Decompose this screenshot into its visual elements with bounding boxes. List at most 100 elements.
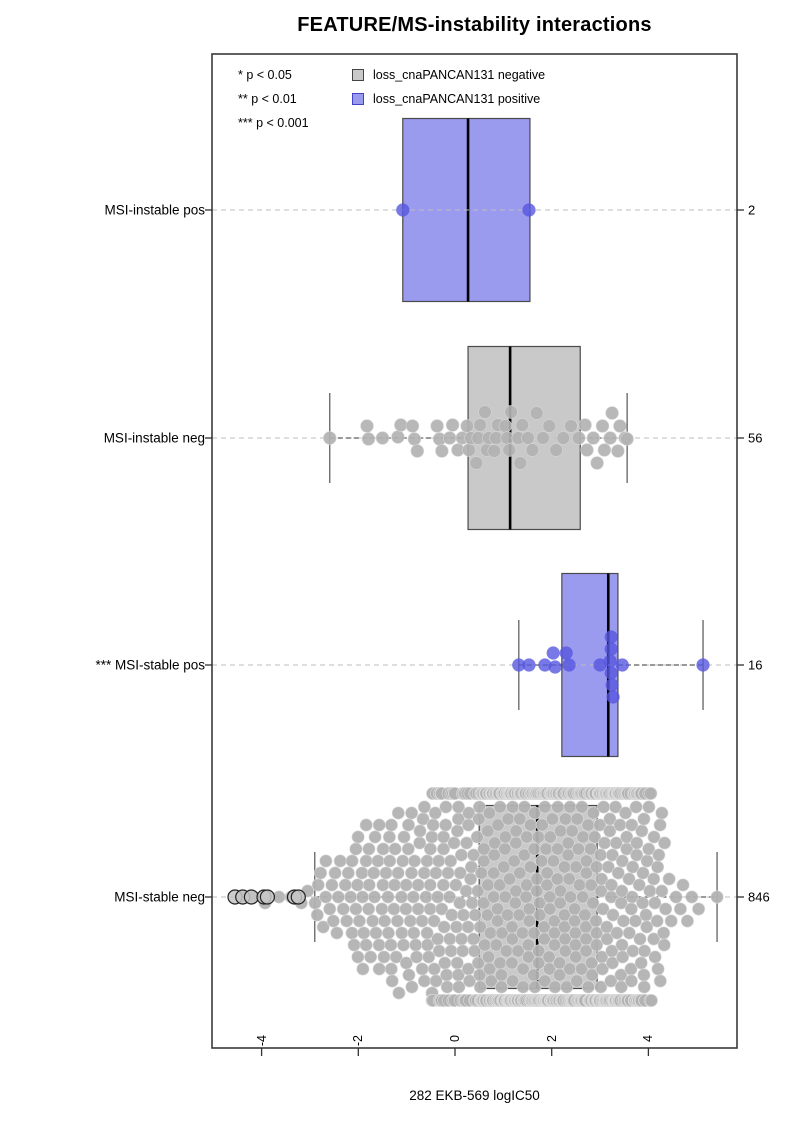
swarm-point [403,914,417,928]
swarm-point [685,890,699,904]
swarm-point [356,962,370,976]
swarm-point [371,854,385,868]
data-point [360,419,374,433]
swarm-point [331,890,345,904]
swarm-point [441,866,455,880]
swarm-point [615,938,629,952]
count-label: 56 [748,430,763,446]
swarm-point [507,854,521,868]
swarm-point [581,818,595,832]
swarm-point [575,962,589,976]
data-point [522,658,536,672]
swarm-point [473,920,487,934]
swarm-point [506,974,520,988]
data-point [590,456,604,470]
swarm-point [423,878,437,892]
swarm-point [404,866,418,880]
swarm-point [449,920,463,934]
data-point [564,419,578,433]
swarm-point [464,872,478,886]
swarm-point [347,938,361,952]
swarm-point [397,830,411,844]
swarm-point [538,800,552,814]
swarm-point [465,896,479,910]
swarm-point [653,974,667,988]
data-point [546,646,560,660]
swarm-point [383,854,397,868]
swarm-point [436,878,450,892]
swarm-point [561,836,575,850]
swarm-point [601,860,615,874]
data-point [487,444,501,458]
swarm-point [548,938,562,952]
swarm-point [505,932,519,946]
swarm-point [594,980,608,994]
swarm-point [396,854,410,868]
swarm-point [493,878,507,892]
swarm-point [535,854,549,868]
swarm-point [395,926,409,940]
swarm-point [415,914,429,928]
swarm-point [569,860,583,874]
row-label-msi-stable-neg: MSI-stable neg [114,889,205,905]
swarm-point [419,890,433,904]
swarm-point [417,866,431,880]
data-point [549,443,563,457]
swarm-point [357,926,371,940]
swarm-point [498,890,512,904]
swarm-point [604,974,618,988]
swarm-point [626,944,640,958]
swarm-point [575,800,589,814]
swarm-point [532,956,546,970]
swarm-point [562,872,576,886]
swarm-point [350,878,364,892]
swarm-point [609,836,623,850]
series-legend-item: loss_cnaPANCAN131 positive [352,87,545,111]
swarm-point [381,890,395,904]
swarm-point [440,968,454,982]
swarm-point [553,884,567,898]
swarm-point [629,800,643,814]
swarm-point [558,944,572,958]
swarm-point [506,800,520,814]
swarm-point [508,896,522,910]
swarm-point [328,866,342,880]
swarm-point [468,908,482,922]
swarm-point [578,908,592,922]
swarm-point [359,938,373,952]
data-point [407,432,422,446]
swarm-point [614,980,628,994]
swarm-point [523,818,537,832]
swarm-point [639,908,653,922]
swarm-point [493,956,507,970]
swarm-point [417,800,431,814]
swarm-point [477,842,491,856]
swarm-point [676,878,690,892]
swarm-point [637,812,651,826]
swarm-point [453,896,467,910]
x-axis-title: 282 EKB-569 logIC50 [409,1088,540,1103]
swarm-point [389,950,403,964]
swarm-point [494,968,508,982]
swarm-point [517,848,531,862]
swarm-point [579,854,593,868]
swarm-point [625,890,639,904]
swarm-point [546,854,560,868]
swarm-point [384,818,398,832]
swarm-point [648,896,662,910]
data-point [410,444,424,458]
swarm-point [553,968,567,982]
swarm-point [429,974,443,988]
swarm-point [584,842,598,856]
swarm-point [593,848,607,862]
swarm-point [401,818,415,832]
swarm-point [680,914,694,928]
swarm-point [319,890,333,904]
swarm-point [427,914,441,928]
swarm-point [643,884,657,898]
significance-legend-item: * p < 0.05 [238,68,292,82]
data-point [498,419,512,433]
swarm-point [362,902,376,916]
legend-label: loss_cnaPANCAN131 positive [373,92,541,106]
